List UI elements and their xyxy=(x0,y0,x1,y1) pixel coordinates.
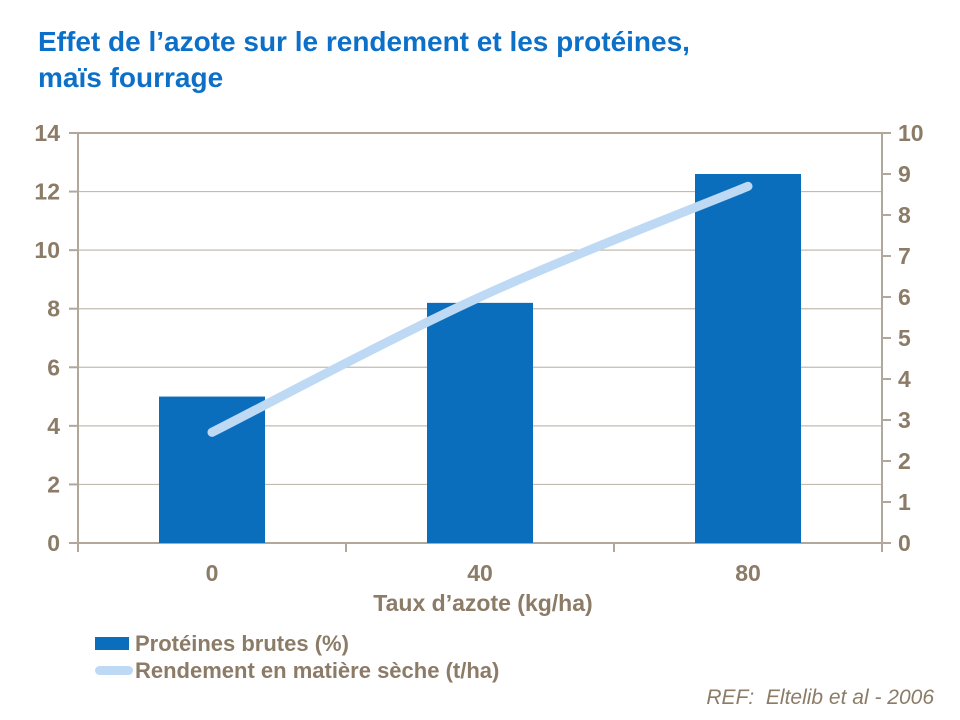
x-axis-category-label: 40 xyxy=(467,560,493,586)
left-axis-tick-label: 12 xyxy=(34,179,60,205)
right-axis-tick-label: 6 xyxy=(898,284,911,310)
right-axis-tick-label: 3 xyxy=(898,407,911,433)
bar-series-swatch xyxy=(95,637,129,650)
right-axis-tick-label: 8 xyxy=(898,202,911,228)
left-axis-tick-label: 10 xyxy=(34,237,60,263)
chart-title: Effet de l’azote sur le rendement et les… xyxy=(38,24,690,96)
legend-label-rendement: Rendement en matière sèche (t/ha) xyxy=(135,657,500,683)
right-axis-tick-label: 1 xyxy=(898,489,911,515)
bar-40 xyxy=(427,302,533,543)
reference-citation: REF: Eltelib et al - 2006 xyxy=(706,686,934,709)
rendement-trend-line xyxy=(207,181,753,437)
x-axis-category-label: 80 xyxy=(735,560,761,586)
left-axis-tick-label: 6 xyxy=(47,354,60,380)
left-axis-tick-label: 0 xyxy=(47,530,60,556)
x-axis-category-label: 0 xyxy=(206,560,219,586)
left-axis-tick-label: 8 xyxy=(47,296,60,322)
bar-80 xyxy=(695,174,801,543)
left-axis-tick-label: 2 xyxy=(47,471,60,497)
right-axis-tick-label: 7 xyxy=(898,243,911,269)
chart-title-line2: maïs fourrage xyxy=(38,62,224,93)
right-axis-tick-label: 2 xyxy=(898,448,911,474)
left-axis-tick-label: 14 xyxy=(34,120,60,146)
right-axis-tick-label: 4 xyxy=(898,366,911,392)
right-axis-tick-label: 10 xyxy=(898,120,924,146)
chart-title-line1: Effet de l’azote sur le rendement et les… xyxy=(38,26,690,57)
legend-label-proteines: Protéines brutes (%) xyxy=(135,630,349,656)
bar-0 xyxy=(159,396,265,543)
x-axis-title: Taux d’azote (kg/ha) xyxy=(373,590,592,616)
legend-item-proteines: Protéines brutes (%) xyxy=(95,630,499,657)
line-series-swatch xyxy=(95,666,133,675)
right-axis-tick-label: 5 xyxy=(898,325,911,351)
legend-item-rendement: Rendement en matière sèche (t/ha) xyxy=(95,657,499,684)
chart-legend: Protéines brutes (%) Rendement en matièr… xyxy=(95,630,499,684)
right-axis-tick-label: 9 xyxy=(898,161,911,187)
left-axis-tick-label: 4 xyxy=(47,413,60,439)
right-axis-tick-label: 0 xyxy=(898,530,911,556)
